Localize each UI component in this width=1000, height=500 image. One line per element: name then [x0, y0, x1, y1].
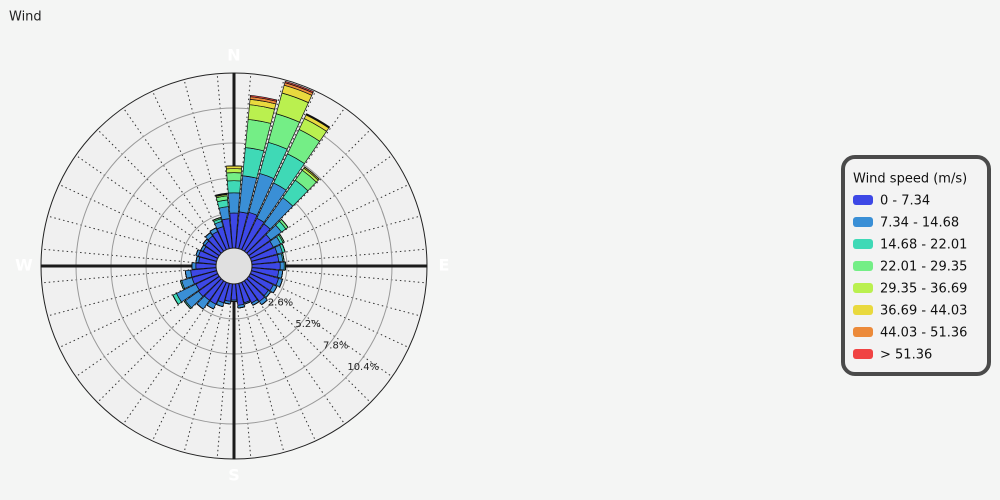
wind-bar [195, 249, 199, 256]
r-tick-label: 7.8% [323, 340, 348, 351]
chart-title: Wind [9, 10, 42, 25]
legend-label: 36.69 - 44.03 [880, 304, 967, 319]
wind-bar [238, 306, 245, 309]
wind-bar [227, 192, 241, 214]
wind-bar [172, 295, 179, 305]
wind-bar [284, 80, 314, 94]
wind-bar [209, 227, 216, 232]
legend-label: 14.68 - 22.01 [880, 238, 967, 253]
legend-swatch [853, 239, 873, 249]
compass-label: W [15, 256, 33, 275]
legend-swatch [853, 327, 873, 337]
wind-bar [225, 168, 243, 174]
legend-swatch [853, 195, 873, 205]
wind-bar [205, 232, 211, 238]
legend-label: 0 - 7.34 [880, 194, 930, 209]
wind-bar [281, 270, 284, 279]
wind-bar [249, 94, 278, 102]
wind-bar [279, 261, 285, 271]
wind-bar [184, 270, 187, 279]
legend-label: 7.34 - 14.68 [880, 216, 959, 231]
wind-bar [304, 166, 320, 180]
compass-label: S [228, 466, 240, 485]
legend-label: > 51.36 [880, 348, 932, 363]
legend-label: 44.03 - 51.36 [880, 326, 967, 341]
legend-label: 29.35 - 36.69 [880, 282, 967, 297]
wind-bar [183, 301, 191, 310]
wind-bar [191, 262, 197, 270]
r-tick-label: 2.6% [268, 297, 293, 308]
legend-label: 22.01 - 29.35 [880, 260, 967, 275]
legend-swatch [853, 305, 873, 315]
wind-bar [226, 180, 242, 194]
wind-bar [215, 192, 228, 197]
legend-swatch [853, 217, 873, 227]
calm-center [215, 247, 253, 285]
wind-bar [282, 253, 285, 262]
legend-swatch [853, 283, 873, 293]
wind-bar [281, 243, 286, 252]
legend-title: Wind speed (m/s) [853, 172, 967, 187]
wind-bar [226, 172, 242, 182]
wind-bar [305, 113, 331, 128]
legend-swatch [853, 261, 873, 271]
wind-bar [279, 279, 283, 288]
legend-swatch [853, 349, 873, 359]
legend-box [841, 155, 991, 376]
compass-label: E [439, 256, 450, 275]
r-tick-label: 10.4% [347, 362, 379, 373]
compass-label: N [227, 46, 240, 65]
r-tick-label: 5.2% [295, 319, 320, 330]
wind-bar [202, 238, 208, 245]
